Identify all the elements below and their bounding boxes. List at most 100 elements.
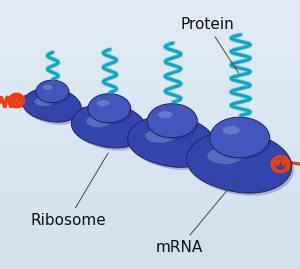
Ellipse shape: [34, 97, 54, 106]
Bar: [0, 151, 300, 155]
Bar: [0, 188, 300, 192]
Bar: [0, 20, 300, 24]
Polygon shape: [147, 104, 197, 138]
Bar: [0, 262, 300, 266]
Ellipse shape: [223, 126, 240, 134]
Bar: [0, 212, 300, 215]
Polygon shape: [36, 80, 69, 102]
Ellipse shape: [158, 111, 172, 118]
Bar: [0, 182, 300, 185]
Bar: [0, 111, 300, 114]
Bar: [0, 74, 300, 77]
Polygon shape: [23, 88, 81, 122]
Bar: [0, 128, 300, 131]
Polygon shape: [189, 134, 294, 196]
Polygon shape: [187, 131, 292, 193]
Bar: [0, 34, 300, 37]
Bar: [0, 118, 300, 121]
Bar: [0, 199, 300, 202]
Bar: [0, 30, 300, 34]
Bar: [0, 145, 300, 148]
Bar: [0, 3, 300, 7]
Ellipse shape: [145, 129, 175, 143]
Polygon shape: [210, 117, 269, 158]
Bar: [0, 218, 300, 222]
Bar: [0, 155, 300, 158]
Ellipse shape: [86, 115, 111, 127]
Bar: [0, 259, 300, 262]
Bar: [0, 215, 300, 218]
Bar: [0, 114, 300, 118]
Text: Ribosome: Ribosome: [30, 153, 108, 228]
Bar: [0, 87, 300, 91]
Bar: [0, 51, 300, 54]
Bar: [0, 121, 300, 124]
Bar: [0, 175, 300, 178]
Bar: [0, 13, 300, 17]
Bar: [0, 10, 300, 13]
Bar: [0, 148, 300, 151]
Bar: [0, 185, 300, 188]
Polygon shape: [149, 106, 199, 140]
Polygon shape: [88, 94, 130, 123]
Bar: [0, 101, 300, 104]
Bar: [0, 172, 300, 175]
Bar: [0, 47, 300, 51]
Bar: [0, 141, 300, 145]
Bar: [0, 208, 300, 212]
Bar: [0, 54, 300, 57]
Bar: [0, 222, 300, 225]
Bar: [0, 242, 300, 245]
Polygon shape: [130, 118, 218, 170]
Polygon shape: [38, 82, 70, 105]
Ellipse shape: [207, 147, 242, 164]
Bar: [0, 239, 300, 242]
Bar: [0, 57, 300, 61]
Bar: [0, 24, 300, 27]
Bar: [0, 27, 300, 30]
Polygon shape: [90, 96, 132, 125]
Bar: [0, 235, 300, 239]
Bar: [0, 77, 300, 81]
Bar: [0, 249, 300, 252]
Bar: [0, 245, 300, 249]
Bar: [0, 138, 300, 141]
Bar: [0, 202, 300, 205]
Bar: [0, 84, 300, 87]
Bar: [0, 256, 300, 259]
Bar: [0, 252, 300, 256]
Bar: [0, 44, 300, 47]
Bar: [0, 178, 300, 182]
Bar: [0, 232, 300, 235]
Bar: [0, 61, 300, 64]
Bar: [0, 94, 300, 98]
Ellipse shape: [97, 100, 110, 106]
Polygon shape: [128, 116, 216, 167]
Bar: [0, 225, 300, 229]
Bar: [0, 195, 300, 199]
Bar: [0, 67, 300, 70]
Bar: [0, 134, 300, 138]
Polygon shape: [74, 107, 149, 151]
Bar: [0, 81, 300, 84]
Bar: [0, 165, 300, 168]
Bar: [0, 7, 300, 10]
Polygon shape: [71, 104, 146, 148]
Bar: [0, 229, 300, 232]
Bar: [0, 158, 300, 161]
Bar: [0, 91, 300, 94]
Bar: [0, 104, 300, 108]
Bar: [0, 37, 300, 40]
Bar: [0, 108, 300, 111]
Bar: [0, 192, 300, 195]
Bar: [0, 17, 300, 20]
Bar: [0, 0, 300, 3]
Bar: [0, 131, 300, 134]
Bar: [0, 125, 300, 128]
Bar: [0, 64, 300, 67]
Bar: [0, 168, 300, 172]
Ellipse shape: [43, 85, 52, 90]
Bar: [0, 70, 300, 74]
Polygon shape: [212, 119, 271, 160]
Polygon shape: [26, 91, 83, 125]
